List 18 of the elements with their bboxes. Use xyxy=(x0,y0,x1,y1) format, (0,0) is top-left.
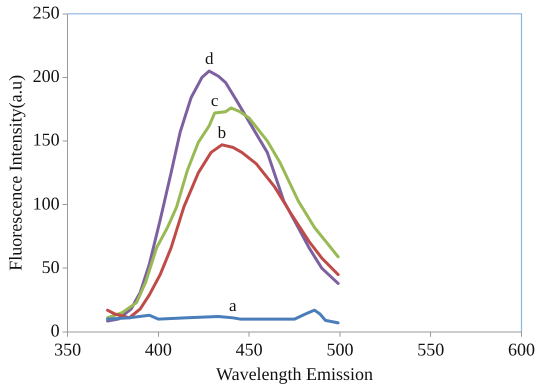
y-axis-title: Fluorescence Intensity(a.u) xyxy=(6,74,26,271)
x-tick-label: 350 xyxy=(54,339,82,360)
x-tick-label: 450 xyxy=(236,339,263,360)
x-axis-title: Wavelength Emission xyxy=(216,364,374,384)
annotation: d xyxy=(204,49,214,68)
x-tick-label: 400 xyxy=(144,339,172,360)
y-tick-label: 250 xyxy=(32,2,60,23)
annotation: b xyxy=(218,122,226,142)
x-tick-label: 550 xyxy=(417,339,444,360)
x-tick-label: 600 xyxy=(508,339,535,360)
annotation: a xyxy=(229,296,238,315)
annotation: c xyxy=(210,90,219,110)
y-tick-label: 100 xyxy=(32,193,60,214)
y-tick-label: 50 xyxy=(42,256,60,277)
x-tick-label: 500 xyxy=(326,339,354,360)
y-tick-label: 0 xyxy=(50,320,60,341)
y-tick-label: 150 xyxy=(32,130,60,150)
y-tick-label: 200 xyxy=(32,66,60,86)
